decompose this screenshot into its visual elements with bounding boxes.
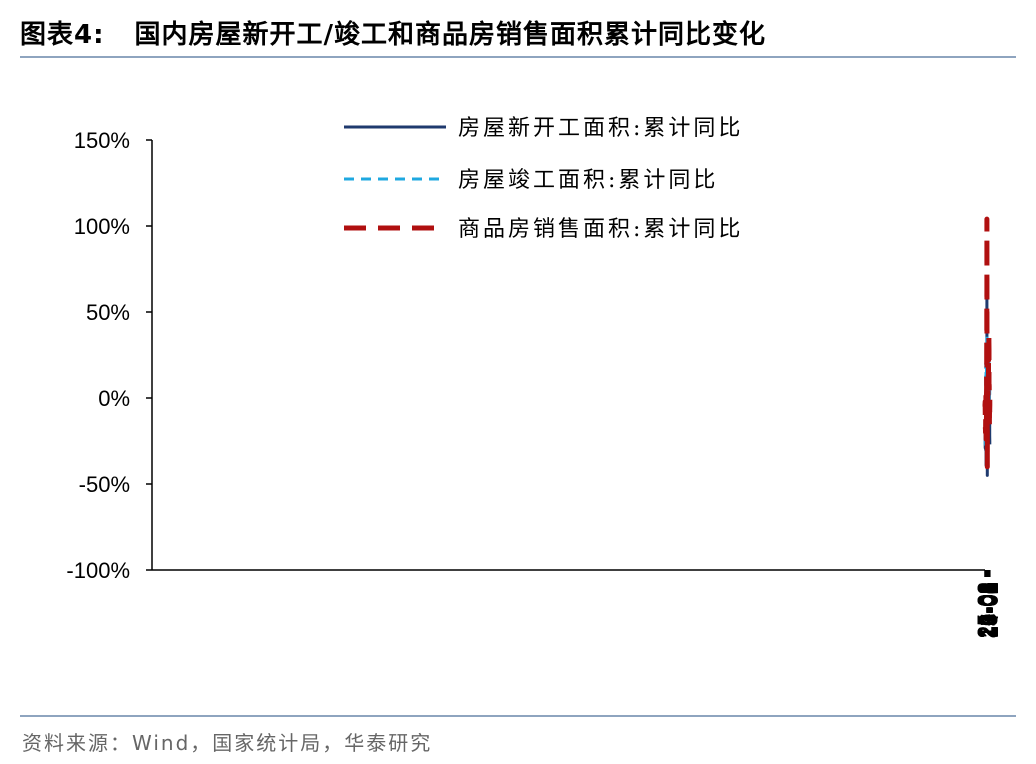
x-tick-label: 22-02: [974, 582, 999, 638]
legend-label-2: 房屋竣工面积:累计同比: [458, 168, 718, 193]
legend-label-3: 商品房销售面积:累计同比: [458, 217, 743, 242]
x-tick-label: 23-08: [974, 582, 999, 638]
y-tick-label: -100%: [66, 558, 130, 583]
x-tick-label: 24-08: [973, 582, 998, 638]
title-number: 4:: [74, 20, 105, 50]
y-axis: -100% -50% 0% 50% 100% 150%: [66, 128, 153, 583]
y-tick-label: 150%: [74, 128, 130, 153]
x-tick-label: 23-02: [974, 582, 999, 638]
series-line-3: [982, 216, 993, 470]
page-title: 图表4: 国内房屋新开工/竣工和商品房销售面积累计同比变化: [20, 14, 766, 51]
x-tick-label: 21-08: [975, 582, 1000, 638]
y-tick-label: -50%: [79, 472, 130, 497]
x-tick-label: 17-02: [977, 582, 1002, 638]
x-tick-label: 15-02: [977, 582, 1002, 638]
top-divider: [20, 56, 1016, 58]
x-tick-label: 22-08: [974, 582, 999, 638]
x-tick-label: 15-08: [977, 582, 1002, 638]
x-tick-label: 14-02: [978, 582, 1003, 638]
y-tick-label: 100%: [74, 214, 130, 239]
x-tick-label: 20-08: [975, 582, 1000, 638]
x-tick-label: 24-02: [974, 582, 999, 638]
x-tick-label: 19-02: [976, 582, 1001, 638]
x-tick-label: 21-02: [975, 582, 1000, 638]
x-tick-label: 14-08: [978, 582, 1003, 638]
y-tick-label: 50%: [86, 300, 130, 325]
y-tick-label: 0%: [98, 386, 130, 411]
x-tick-label: 16-02: [977, 582, 1002, 638]
legend-label-1: 房屋新开工面积:累计同比: [458, 116, 743, 141]
series-layer: [982, 216, 993, 477]
x-tick-label: 18-08: [976, 582, 1001, 638]
x-tick-label: 18-02: [976, 582, 1001, 638]
x-tick-label: 25-08: [973, 582, 998, 638]
x-tick-label: 25-02: [973, 582, 998, 638]
bottom-divider: [20, 715, 1016, 717]
x-tick-label: 16-08: [977, 582, 1002, 638]
title-prefix: 图表: [20, 20, 75, 50]
source-note: 资料来源：Wind，国家统计局，华泰研究: [22, 731, 433, 755]
x-tick-label: 17-08: [976, 582, 1001, 638]
x-tick-label: 19-08: [976, 582, 1001, 638]
title-main: 国内房屋新开工/竣工和商品房销售面积累计同比变化: [134, 20, 767, 50]
x-tick-label: 20-02: [975, 582, 1000, 638]
x-axis: 14-0214-0815-0215-0816-0216-0817-0217-08…: [152, 569, 1003, 638]
